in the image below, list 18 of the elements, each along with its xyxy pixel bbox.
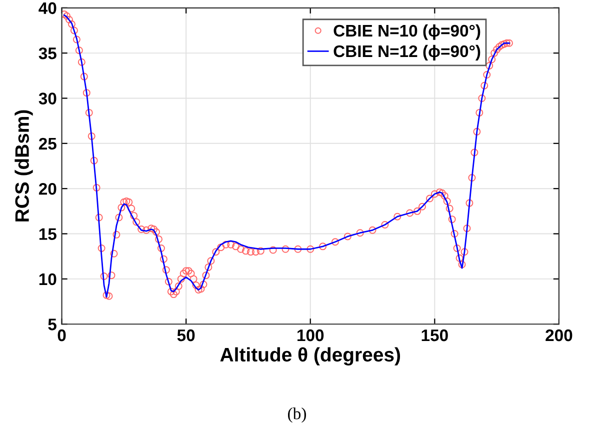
y-tick-label: 25 xyxy=(38,138,56,150)
y-tick-label: 40 xyxy=(38,2,56,14)
y-tick-label: 35 xyxy=(38,47,56,60)
legend-label: CBIE N=12 (ϕ=90°) xyxy=(334,44,480,60)
y-axis-title: RCS (dBsm) xyxy=(14,110,33,222)
y-tick-label: 10 xyxy=(39,273,56,286)
legend-label: CBIE N=10 (ϕ=90°) xyxy=(334,24,480,40)
x-tick-label: 50 xyxy=(177,329,195,342)
x-axis-title: Altitude θ (degrees) xyxy=(220,347,400,366)
y-tick-label: 5 xyxy=(48,318,56,330)
y-tick-label: 15 xyxy=(39,228,56,240)
x-tick-label: 200 xyxy=(546,329,572,342)
x-tick-label: 0 xyxy=(58,329,66,342)
x-tick-label: 150 xyxy=(422,329,448,342)
text: (b) xyxy=(288,408,306,423)
y-tick-label: 30 xyxy=(38,92,56,104)
x-tick-label: 100 xyxy=(298,329,324,342)
y-tick-label: 20 xyxy=(38,182,56,195)
